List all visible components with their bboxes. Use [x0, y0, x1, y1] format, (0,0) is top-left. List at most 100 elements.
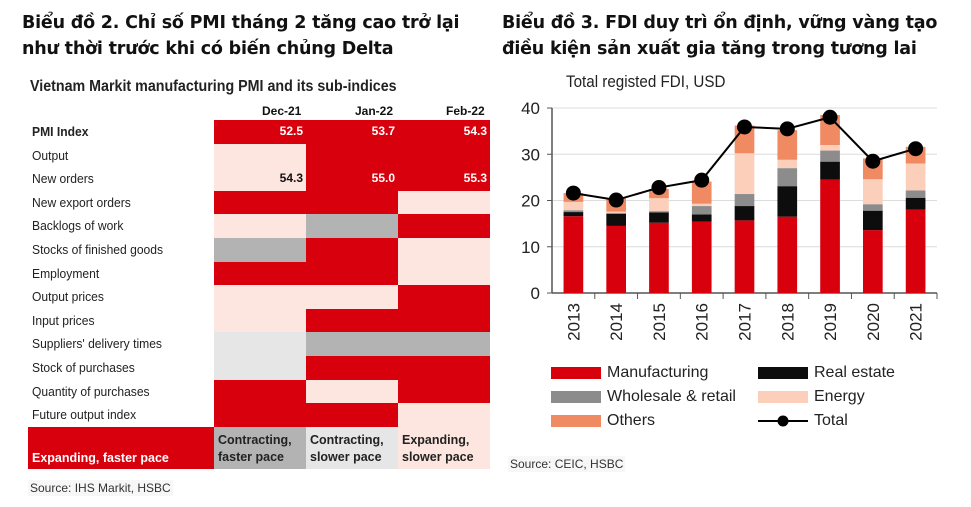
bar-segment-real-estate [563, 212, 584, 217]
status-cell-dec-21 [214, 403, 306, 427]
row-label: Employment [32, 265, 100, 281]
legend-contracting-faster: Contracting, faster pace [214, 427, 306, 469]
x-tick-label: 2015 [650, 303, 669, 341]
x-tick-label: 2021 [907, 303, 926, 341]
status-cell-feb-22 [398, 285, 490, 309]
legend-contracting-slower: Contracting, slower pace [306, 427, 398, 469]
legend-item-others: Others [551, 412, 655, 430]
table-row: New orders 54.3 55.0 55.3 [28, 167, 490, 191]
row-label: Stocks of finished goods [32, 242, 164, 257]
pmi-legend: Expanding, faster pace Contracting, fast… [28, 427, 490, 469]
status-cell-jan-22 [306, 403, 398, 427]
status-cell-jan-22 [306, 379, 398, 404]
bar-segment-energy [563, 201, 584, 211]
total-point [608, 192, 624, 208]
y-tick-label: 20 [521, 192, 540, 211]
legend-label: Total [814, 412, 848, 429]
bar-segment-manufacturing [905, 209, 926, 293]
status-cell-jan-22 [306, 238, 398, 262]
legend-label: Others [607, 412, 656, 429]
legend-item-total: Total [758, 412, 848, 430]
table-row: PMI Index 52.5 53.7 54.3 [28, 120, 490, 144]
status-cell-dec-21 [214, 332, 306, 356]
legend-item-wholesale-retail: Wholesale & retail [551, 388, 736, 406]
legend-swatch [551, 367, 601, 379]
legend-expanding-faster: Expanding, faster pace [28, 427, 214, 469]
status-cell-feb-22 [398, 261, 490, 286]
bar-segment-real-estate [649, 212, 669, 223]
status-cell-jan-22 [306, 261, 398, 286]
bar-segment-real-estate [777, 186, 798, 217]
right-figure-title: Biểu đồ 3. FDI duy trì ổn định, vững vàn… [502, 13, 938, 59]
status-cell-feb-22 [398, 190, 490, 215]
bar-segment-manufacturing [649, 222, 669, 293]
status-cell-jan-22 [306, 308, 398, 333]
column-header-dec21: Dec-21 [262, 104, 302, 118]
status-cell-dec-21 [214, 285, 306, 309]
status-cell-dec-21 [214, 308, 306, 333]
table-row: Backlogs of work [28, 214, 490, 238]
bar-segment-real-estate [862, 210, 883, 231]
bar-segment-others [777, 130, 798, 160]
status-cell-feb-22 [398, 214, 490, 238]
status-cell-feb-22: 55.3 [398, 167, 490, 191]
total-point [565, 185, 581, 201]
x-tick-label: 2017 [736, 303, 755, 341]
status-cell-dec-21 [214, 238, 306, 262]
row-label: Stock of purchases [32, 360, 135, 375]
bar-segment-wholesale-retail [606, 212, 627, 214]
row-label: Input prices [32, 312, 95, 328]
column-header-feb22: Feb-22 [446, 104, 485, 118]
status-cell-feb-22 [398, 143, 490, 168]
total-point [737, 119, 752, 135]
status-cell-feb-22 [398, 356, 490, 380]
bar-segment-energy [777, 159, 798, 169]
bar-segment-manufacturing [691, 221, 712, 293]
bar-segment-real-estate [820, 161, 840, 180]
table-row: Employment [28, 261, 490, 286]
legend-swatch [758, 415, 808, 427]
status-cell-dec-21: 52.5 [214, 120, 306, 144]
status-cell-dec-21 [214, 190, 306, 215]
total-point [865, 153, 881, 169]
bar-segment-energy [820, 145, 840, 151]
status-cell-jan-22 [306, 190, 398, 215]
status-cell-dec-21 [214, 214, 306, 238]
bar-segment-wholesale-retail [691, 206, 712, 215]
right-source: Source: CEIC, HSBC [508, 456, 626, 472]
bar-segment-energy [905, 163, 926, 191]
bar-segment-wholesale-retail [777, 168, 798, 187]
bar-segment-wholesale-retail [862, 204, 883, 211]
row-label: Output [32, 147, 69, 163]
bar-segment-energy [606, 211, 627, 213]
legend-label: Manufacturing [607, 364, 709, 381]
x-tick-label: 2018 [778, 303, 797, 341]
bar-segment-energy [649, 198, 669, 212]
column-header-jan22: Jan-22 [355, 104, 394, 118]
bar-segment-manufacturing [606, 225, 627, 293]
status-cell-feb-22 [398, 379, 490, 404]
x-tick-label: 2019 [821, 303, 840, 341]
status-cell-jan-22 [306, 143, 398, 168]
status-cell-dec-21 [214, 379, 306, 404]
left-figure-title: Biểu đồ 2. Chỉ số PMI tháng 2 tăng cao t… [22, 13, 460, 59]
y-tick-label: 40 [521, 99, 540, 118]
status-cell-jan-22 [306, 285, 398, 309]
bar-segment-manufacturing [777, 216, 798, 293]
legend-swatch [551, 391, 601, 403]
total-point [651, 180, 667, 196]
bar-segment-wholesale-retail [905, 190, 926, 198]
total-point [694, 172, 710, 188]
row-label: New export orders [32, 194, 131, 210]
status-cell-dec-21 [214, 143, 306, 168]
row-label: Output prices [32, 289, 104, 305]
status-cell-jan-22 [306, 332, 398, 356]
legend-item-real-estate: Real estate [758, 364, 895, 382]
bar-segment-energy [691, 203, 712, 207]
legend-swatch [758, 367, 808, 379]
pmi-table-subtitle: Vietnam Markit manufacturing PMI and its… [30, 78, 397, 95]
legend-label: Wholesale & retail [607, 388, 736, 405]
total-point [822, 109, 838, 125]
bar-segment-real-estate [691, 214, 712, 222]
table-row: Output [28, 143, 490, 168]
